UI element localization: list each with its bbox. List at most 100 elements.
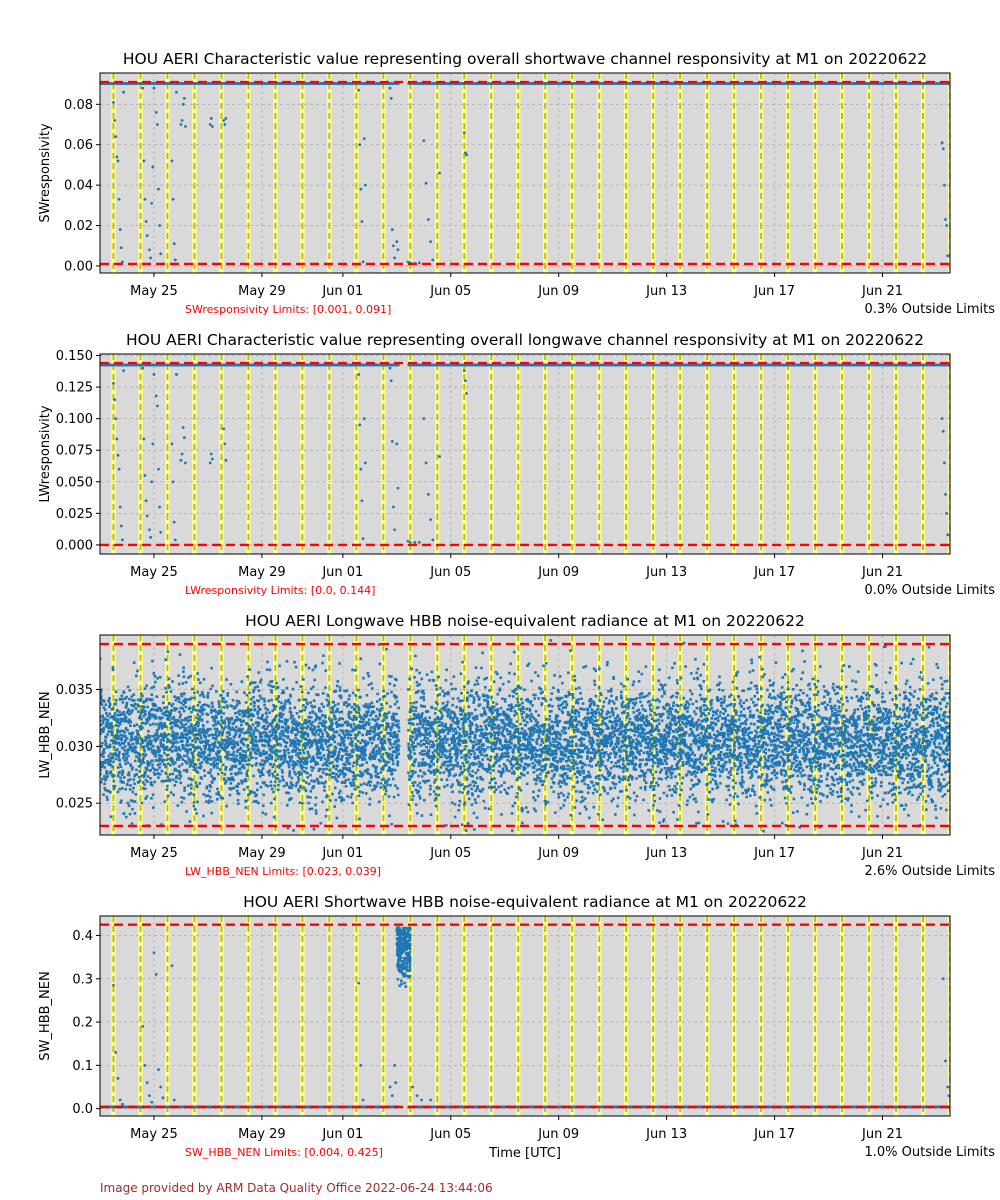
data-point bbox=[223, 442, 227, 446]
data-point bbox=[221, 730, 225, 734]
data-point bbox=[127, 708, 130, 711]
data-point bbox=[942, 183, 946, 187]
data-point bbox=[121, 712, 124, 716]
data-point bbox=[358, 143, 362, 147]
data-point bbox=[210, 811, 214, 815]
data-point bbox=[107, 726, 111, 730]
data-point bbox=[133, 724, 136, 728]
data-point bbox=[229, 772, 233, 776]
data-point bbox=[210, 800, 214, 803]
data-point bbox=[117, 724, 120, 728]
data-point bbox=[142, 757, 145, 760]
data-point bbox=[241, 709, 244, 713]
data-point bbox=[225, 717, 229, 720]
data-point bbox=[123, 745, 127, 748]
data-point bbox=[180, 800, 184, 804]
data-point bbox=[185, 743, 188, 747]
data-point bbox=[118, 787, 122, 791]
data-point bbox=[429, 240, 432, 244]
data-point bbox=[166, 779, 169, 783]
data-point bbox=[165, 745, 169, 749]
data-point bbox=[241, 737, 245, 741]
data-point bbox=[175, 723, 178, 727]
data-point bbox=[240, 779, 243, 783]
data-point bbox=[154, 717, 158, 720]
data-point bbox=[181, 707, 184, 710]
data-point bbox=[239, 718, 242, 722]
data-point bbox=[205, 731, 208, 735]
data-point bbox=[209, 711, 213, 714]
data-point bbox=[154, 110, 158, 114]
data-point bbox=[195, 785, 199, 789]
data-point bbox=[225, 804, 228, 808]
data-point bbox=[134, 750, 138, 754]
data-point bbox=[214, 722, 218, 726]
limits-text: SWresponsivity Limits: [0.001, 0.091] bbox=[185, 303, 391, 316]
data-point bbox=[226, 745, 230, 748]
data-point bbox=[149, 747, 153, 750]
data-point bbox=[216, 797, 219, 801]
x-tick-label: Jun 17 bbox=[753, 565, 795, 580]
data-point bbox=[157, 776, 160, 779]
data-point bbox=[114, 752, 117, 755]
data-point bbox=[120, 729, 124, 733]
data-point bbox=[121, 787, 124, 790]
data-point bbox=[120, 720, 123, 723]
data-point bbox=[191, 739, 194, 742]
axes-frame bbox=[99, 353, 951, 555]
data-point bbox=[178, 771, 182, 774]
data-point bbox=[120, 741, 124, 745]
data-point bbox=[194, 740, 197, 744]
data-point bbox=[169, 722, 172, 726]
data-point bbox=[209, 785, 213, 789]
data-point bbox=[194, 737, 197, 741]
data-point bbox=[205, 756, 209, 760]
data-point bbox=[237, 782, 240, 786]
data-point bbox=[158, 756, 162, 760]
data-point bbox=[150, 698, 154, 701]
data-point bbox=[123, 759, 127, 762]
data-point bbox=[195, 784, 199, 787]
data-point bbox=[102, 747, 106, 751]
data-point bbox=[234, 764, 238, 768]
data-point bbox=[228, 793, 232, 797]
data-point bbox=[228, 753, 232, 757]
data-point bbox=[195, 812, 198, 815]
data-point bbox=[156, 676, 159, 680]
data-point bbox=[212, 749, 215, 753]
data-point bbox=[208, 789, 211, 793]
data-point bbox=[152, 752, 156, 756]
data-point bbox=[224, 741, 228, 745]
data-point bbox=[209, 452, 213, 456]
data-point bbox=[116, 159, 120, 163]
data-point bbox=[242, 756, 245, 759]
data-point bbox=[100, 728, 104, 731]
data-point bbox=[413, 540, 417, 544]
data-point bbox=[362, 137, 366, 141]
data-point bbox=[223, 778, 226, 782]
data-point bbox=[112, 714, 116, 718]
data-point bbox=[108, 697, 111, 700]
data-point bbox=[106, 725, 110, 728]
data-point bbox=[160, 716, 164, 720]
data-point bbox=[944, 493, 947, 496]
data-point bbox=[141, 708, 144, 712]
data-point bbox=[235, 754, 239, 758]
data-point bbox=[211, 684, 214, 688]
data-point bbox=[200, 691, 204, 694]
data-point bbox=[125, 758, 129, 761]
data-point bbox=[103, 699, 106, 703]
data-point bbox=[173, 761, 177, 764]
data-point bbox=[201, 750, 205, 754]
data-point bbox=[139, 742, 143, 746]
data-point bbox=[152, 685, 156, 689]
data-point bbox=[133, 737, 137, 741]
data-point bbox=[172, 707, 176, 710]
data-point bbox=[144, 753, 148, 757]
data-point bbox=[132, 746, 135, 750]
data-point bbox=[192, 708, 195, 712]
data-point bbox=[185, 736, 188, 740]
data-point bbox=[101, 764, 104, 767]
data-point bbox=[166, 740, 169, 744]
